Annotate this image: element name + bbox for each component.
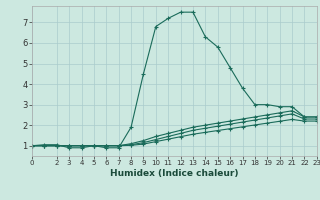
X-axis label: Humidex (Indice chaleur): Humidex (Indice chaleur) [110, 169, 239, 178]
